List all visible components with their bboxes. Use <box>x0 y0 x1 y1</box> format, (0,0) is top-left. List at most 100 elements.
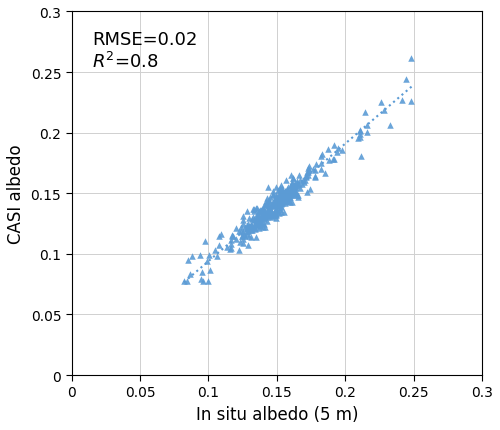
Point <box>260 207 268 214</box>
Point <box>282 197 290 203</box>
Point <box>250 221 258 227</box>
Point <box>324 146 332 153</box>
Point <box>236 240 244 246</box>
Point <box>253 205 261 212</box>
Point <box>309 166 317 173</box>
Point <box>288 181 296 188</box>
Point <box>278 182 285 189</box>
Point <box>276 190 284 197</box>
Point <box>240 232 248 239</box>
Point <box>269 188 277 195</box>
Point <box>243 231 251 238</box>
Point <box>264 206 272 213</box>
Point <box>270 202 278 209</box>
Point <box>386 122 394 129</box>
Point <box>280 209 288 216</box>
Point <box>304 163 312 170</box>
Point <box>407 55 415 62</box>
Point <box>258 205 266 212</box>
Point <box>256 207 264 214</box>
Point <box>279 196 287 203</box>
Point <box>260 214 268 221</box>
Point <box>329 157 337 163</box>
Point <box>276 209 284 215</box>
Point <box>272 206 280 213</box>
Point <box>256 220 264 227</box>
Point <box>272 194 280 201</box>
Point <box>280 198 288 205</box>
Point <box>277 198 285 205</box>
Point <box>302 175 310 181</box>
Point <box>284 198 292 205</box>
Point <box>278 194 285 200</box>
Point <box>281 188 289 195</box>
Point <box>248 227 256 234</box>
Point <box>278 187 286 194</box>
Point <box>258 209 266 216</box>
Point <box>262 208 270 215</box>
Point <box>198 276 205 283</box>
Point <box>253 213 261 220</box>
Point <box>275 210 283 217</box>
Point <box>257 213 265 220</box>
Point <box>301 177 309 184</box>
Point <box>244 221 252 228</box>
Point <box>228 232 236 239</box>
Point <box>266 208 274 215</box>
Point <box>257 207 265 214</box>
Point <box>356 135 364 141</box>
Point <box>290 182 298 189</box>
Point <box>292 190 300 197</box>
Point <box>232 225 240 232</box>
Point <box>260 221 268 228</box>
Point <box>292 183 300 190</box>
Point <box>263 214 271 221</box>
Point <box>274 201 282 208</box>
Point <box>279 190 287 197</box>
Point <box>266 194 274 201</box>
Point <box>268 202 276 209</box>
Point <box>282 178 290 184</box>
Point <box>188 253 196 260</box>
Point <box>276 187 284 194</box>
Point <box>357 153 365 160</box>
Point <box>278 194 286 201</box>
Point <box>248 216 256 223</box>
Point <box>272 209 280 215</box>
Point <box>272 184 280 191</box>
Point <box>288 182 296 189</box>
Point <box>296 185 304 192</box>
Point <box>257 209 265 215</box>
Point <box>254 221 262 228</box>
Point <box>243 228 251 235</box>
Point <box>252 215 260 222</box>
Point <box>273 202 281 209</box>
Point <box>272 195 280 202</box>
Point <box>266 205 274 212</box>
Point <box>239 213 247 220</box>
Point <box>306 186 314 193</box>
Point <box>288 192 296 199</box>
Point <box>263 195 271 202</box>
Point <box>295 172 303 178</box>
Point <box>284 184 292 191</box>
Point <box>318 151 326 158</box>
Point <box>272 207 280 214</box>
Point <box>289 184 297 190</box>
Point <box>251 226 259 233</box>
Point <box>360 110 368 117</box>
Point <box>252 218 260 224</box>
Point <box>204 252 212 259</box>
Point <box>267 208 275 215</box>
Point <box>284 191 292 198</box>
Point <box>300 179 308 186</box>
Point <box>265 197 273 204</box>
Point <box>266 203 274 210</box>
Point <box>254 220 262 227</box>
Point <box>288 182 296 189</box>
Point <box>266 212 274 218</box>
Point <box>398 97 406 104</box>
Point <box>281 199 289 206</box>
Point <box>204 277 212 284</box>
Point <box>260 210 268 217</box>
